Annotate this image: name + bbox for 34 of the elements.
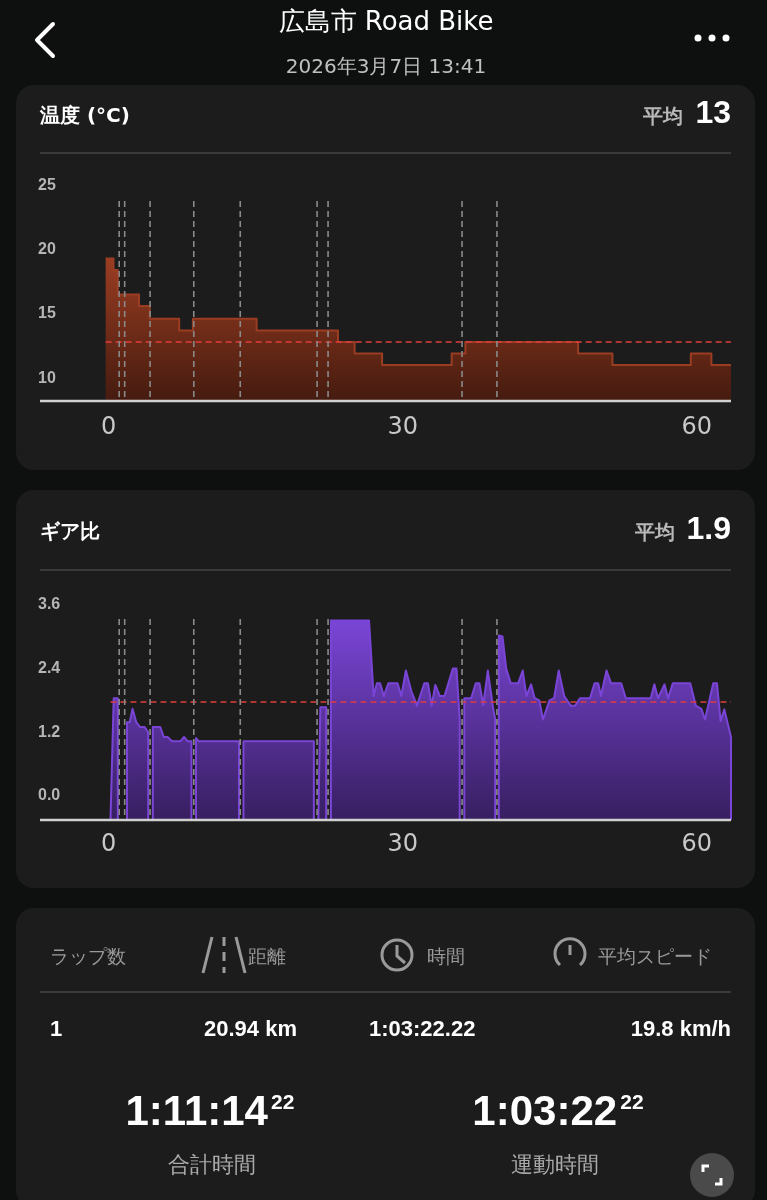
text: 1.9: [686, 510, 731, 546]
text: 13: [695, 94, 731, 130]
text: 平均: [633, 520, 675, 544]
x-tick-label: 60: [681, 829, 712, 857]
text: 19.8 km/h: [630, 1016, 731, 1041]
text: 平均: [642, 104, 684, 128]
y-tick-label: 2.4: [38, 658, 61, 676]
y-tick-label: 1.2: [38, 722, 61, 740]
x-tick-label: 0: [100, 829, 117, 857]
y-tick-label: 25: [38, 176, 56, 193]
text: 2026年3月7日 13:41: [285, 54, 487, 78]
text: 1:03:22$^{22}$: [472, 1087, 644, 1134]
text: 時間: [427, 945, 465, 967]
text: 20.94 km: [204, 1016, 297, 1041]
text: 広島市 Road Bike: [278, 6, 494, 36]
text: 1:03:22.22: [369, 1016, 476, 1041]
y-tick-label: 3.6: [38, 595, 61, 612]
y-tick-label: 0.0: [38, 786, 61, 804]
text: 1:11:14$^{22}$: [125, 1087, 295, 1134]
x-tick-label: 0: [100, 412, 117, 440]
text: 運動時間: [511, 1152, 599, 1177]
y-tick-label: 20: [38, 240, 56, 258]
chart-title: 温度 (°C): [39, 103, 130, 127]
text: 1: [50, 1016, 63, 1041]
y-tick-label: 15: [38, 304, 56, 322]
text: 距離: [248, 945, 286, 967]
text: ラップ数: [50, 945, 126, 967]
x-tick-label: 60: [681, 412, 712, 440]
chart-title: ギア比: [40, 519, 100, 543]
text: 平均スピード: [598, 945, 712, 967]
text: 合計時間: [168, 1152, 256, 1177]
y-tick-label: 10: [38, 368, 56, 386]
x-tick-label: 30: [387, 829, 418, 857]
x-tick-label: 30: [387, 412, 418, 440]
